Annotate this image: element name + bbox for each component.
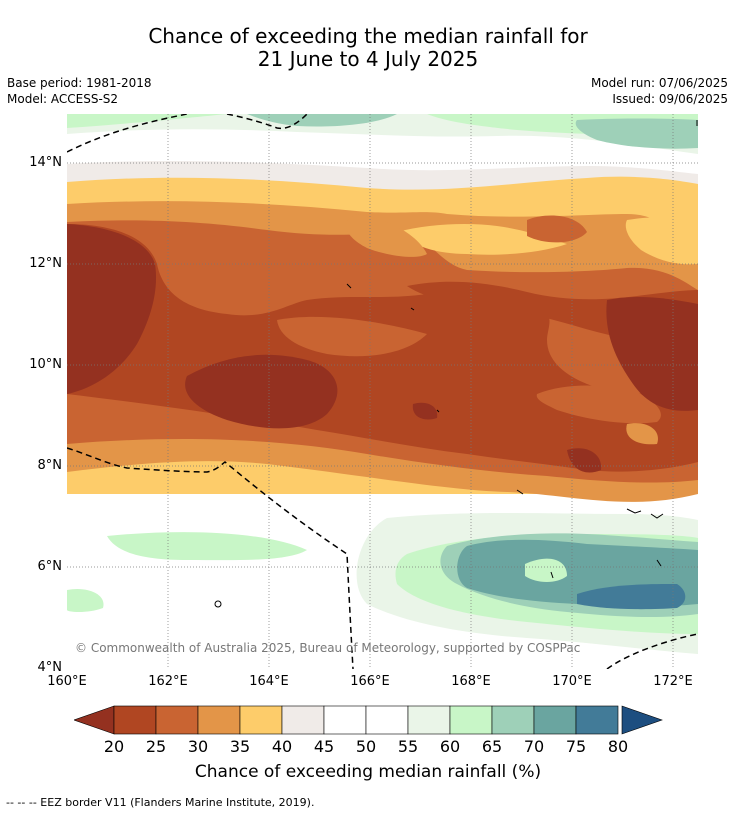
x-tick-162e: 162°E <box>148 674 188 689</box>
map-title-line-2: 21 June to 4 July 2025 <box>257 47 479 71</box>
x-tick-166e: 166°E <box>350 674 390 689</box>
colorbar-box <box>113 705 157 735</box>
issued-text: Issued: 09/06/2025 <box>612 92 728 106</box>
colorbar-box <box>449 705 493 735</box>
x-tick-160e: 160°E <box>47 674 87 689</box>
colorbar-tick-label: 25 <box>145 737 167 756</box>
model-text: Model: ACCESS-S2 <box>7 92 119 106</box>
y-tick-12n: 12°N <box>29 256 62 271</box>
y-tick-14n: 14°N <box>29 155 62 170</box>
x-tick-164e: 164°E <box>249 674 289 689</box>
colorbar-low-extend <box>74 705 115 735</box>
map-contours <box>67 114 698 669</box>
colorbar-tick-label: 70 <box>523 737 545 756</box>
base-period-text: Base period: 1981-2018 <box>7 76 152 90</box>
x-tick-170e: 170°E <box>552 674 592 689</box>
colorbar-tick-label: 60 <box>439 737 461 756</box>
y-tick-6n: 6°N <box>37 559 63 574</box>
y-tick-10n: 10°N <box>29 357 62 372</box>
colorbar-tick-label: 50 <box>355 737 377 756</box>
colorbar-tick-label: 65 <box>481 737 503 756</box>
map-title-line-1: Chance of exceeding the median rainfall … <box>148 24 588 48</box>
colorbar-title: Chance of exceeding median rainfall (%) <box>194 762 542 782</box>
x-tick-168e: 168°E <box>451 674 491 689</box>
colorbar-tick-label: 45 <box>313 737 335 756</box>
colorbar-box <box>533 705 577 735</box>
eez-footer-note: -- -- -- EEZ border V11 (Flanders Marine… <box>6 796 315 809</box>
colorbar-tick-label: 30 <box>187 737 209 756</box>
colorbar-tick-label: 55 <box>397 737 419 756</box>
colorbar-box <box>365 705 409 735</box>
colorbar <box>74 705 663 735</box>
colorbar-tick-label: 80 <box>607 737 629 756</box>
copyright-text: © Commonwealth of Australia 2025, Bureau… <box>75 641 581 655</box>
model-run-text: Model run: 07/06/2025 <box>590 76 728 90</box>
colorbar-box <box>323 705 367 735</box>
meta-right: Model run: 07/06/2025 Issued: 09/06/2025 <box>591 75 728 107</box>
colorbar-box <box>491 705 535 735</box>
meta-left: Base period: 1981-2018 Model: ACCESS-S2 <box>7 75 152 107</box>
colorbar-box <box>575 705 619 735</box>
colorbar-tick-label: 35 <box>229 737 251 756</box>
colorbar-high-extend <box>621 705 663 735</box>
colorbar-boxes <box>113 705 619 735</box>
colorbar-box <box>407 705 451 735</box>
x-tick-172e: 172°E <box>653 674 693 689</box>
y-tick-8n: 8°N <box>37 458 63 473</box>
colorbar-tick-label: 20 <box>103 737 125 756</box>
rainfall-map: © Commonwealth of Australia 2025, Bureau… <box>67 114 698 669</box>
y-tick-4n: 4°N <box>37 660 63 675</box>
colorbar-box <box>197 705 241 735</box>
colorbar-tick-label: 40 <box>271 737 293 756</box>
colorbar-tick-label: 75 <box>565 737 587 756</box>
colorbar-box <box>281 705 325 735</box>
colorbar-box <box>239 705 283 735</box>
colorbar-box <box>155 705 199 735</box>
